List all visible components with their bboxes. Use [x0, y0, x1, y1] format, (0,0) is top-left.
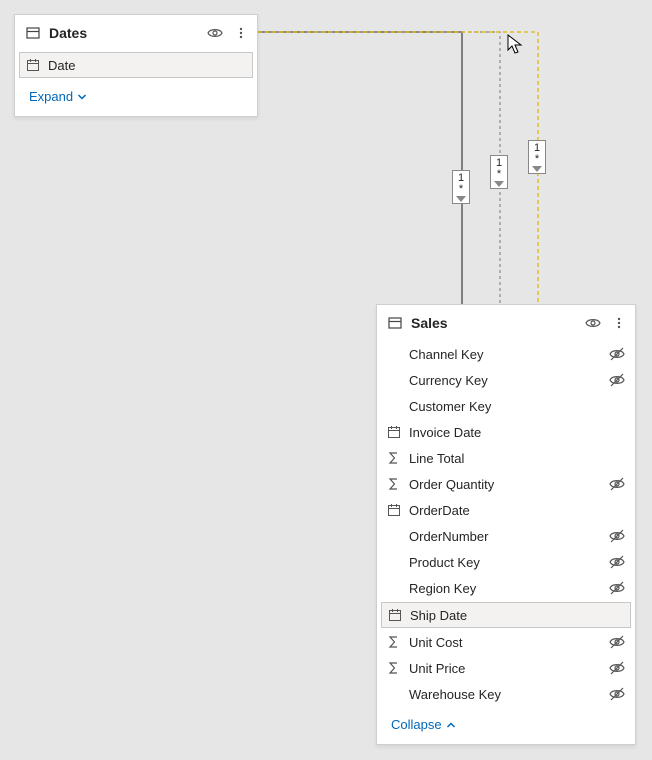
blank-icon — [385, 687, 403, 701]
sales-field-channel-key[interactable]: Channel Key — [377, 341, 635, 367]
hidden-icon[interactable] — [607, 371, 627, 389]
field-label: Line Total — [409, 451, 607, 466]
blank-icon — [385, 399, 403, 413]
sales-field-currency-key[interactable]: Currency Key — [377, 367, 635, 393]
expand-link[interactable]: Expand — [29, 89, 87, 104]
sales-field-warehouse-key[interactable]: Warehouse Key — [377, 681, 635, 707]
field-label: Region Key — [409, 581, 607, 596]
calendar-icon — [386, 608, 404, 622]
sales-field-ordernumber[interactable]: OrderNumber — [377, 523, 635, 549]
arrow-down-icon — [532, 166, 542, 172]
sales-field-invoice-date[interactable]: Invoice Date — [377, 419, 635, 445]
sigma-icon — [385, 451, 403, 465]
calendar-icon — [24, 58, 42, 72]
sigma-icon — [385, 635, 403, 649]
sales-card-header[interactable]: Sales — [377, 305, 635, 341]
hidden-icon[interactable] — [607, 553, 627, 571]
sales-field-orderdate[interactable]: OrderDate — [377, 497, 635, 523]
sales-card-footer: Collapse — [377, 707, 635, 744]
field-label: Ship Date — [410, 608, 606, 623]
dates-card-footer: Expand — [15, 79, 257, 116]
sigma-icon — [385, 661, 403, 675]
field-label: Customer Key — [409, 399, 607, 414]
field-label: Warehouse Key — [409, 687, 607, 702]
dates-table-card[interactable]: Dates Date Expand — [14, 14, 258, 117]
hidden-icon[interactable] — [607, 527, 627, 545]
blank-icon — [385, 529, 403, 543]
field-label: Currency Key — [409, 373, 607, 388]
sales-field-region-key[interactable]: Region Key — [377, 575, 635, 601]
visibility-icon[interactable] — [583, 313, 603, 333]
hidden-icon[interactable] — [607, 659, 627, 677]
cardinality-many: * — [459, 184, 463, 195]
field-label: OrderDate — [409, 503, 607, 518]
sales-field-unit-price[interactable]: Unit Price — [377, 655, 635, 681]
sales-field-unit-cost[interactable]: Unit Cost — [377, 629, 635, 655]
visibility-icon[interactable] — [205, 23, 225, 43]
blank-icon — [385, 373, 403, 387]
chevron-down-icon — [77, 92, 87, 102]
field-label: Invoice Date — [409, 425, 607, 440]
relationship-cardinality[interactable]: 1* — [452, 170, 470, 204]
more-options-icon[interactable] — [609, 313, 629, 333]
arrow-down-icon — [494, 181, 504, 187]
cardinality-many: * — [535, 154, 539, 165]
calendar-icon — [385, 425, 403, 439]
expand-label: Expand — [29, 89, 73, 104]
field-label: Channel Key — [409, 347, 607, 362]
blank-icon — [385, 555, 403, 569]
field-label: Unit Price — [409, 661, 607, 676]
sales-field-order-quantity[interactable]: Order Quantity — [377, 471, 635, 497]
dates-field-date[interactable]: Date — [19, 52, 253, 78]
field-label: Date — [48, 58, 248, 73]
hidden-icon[interactable] — [607, 633, 627, 651]
table-icon — [23, 23, 43, 43]
arrow-down-icon — [456, 196, 466, 202]
sigma-icon — [385, 477, 403, 491]
blank-icon — [385, 347, 403, 361]
collapse-label: Collapse — [391, 717, 442, 732]
cardinality-many: * — [497, 169, 501, 180]
dates-card-header[interactable]: Dates — [15, 15, 257, 51]
sales-field-product-key[interactable]: Product Key — [377, 549, 635, 575]
sales-field-line-total[interactable]: Line Total — [377, 445, 635, 471]
table-icon — [385, 313, 405, 333]
hidden-icon[interactable] — [607, 475, 627, 493]
more-options-icon[interactable] — [231, 23, 251, 43]
calendar-icon — [385, 503, 403, 517]
sales-table-card[interactable]: Sales Channel Key Currency Key Customer Ke… — [376, 304, 636, 745]
field-label: Order Quantity — [409, 477, 607, 492]
sales-field-ship-date[interactable]: Ship Date — [381, 602, 631, 628]
relationship-cardinality[interactable]: 1* — [528, 140, 546, 174]
dates-card-title: Dates — [49, 25, 205, 41]
collapse-link[interactable]: Collapse — [391, 717, 456, 732]
sales-field-customer-key[interactable]: Customer Key — [377, 393, 635, 419]
relationship-cardinality[interactable]: 1* — [490, 155, 508, 189]
hidden-icon[interactable] — [607, 345, 627, 363]
chevron-up-icon — [446, 720, 456, 730]
hidden-icon[interactable] — [607, 579, 627, 597]
mouse-cursor-icon — [507, 34, 525, 56]
sales-card-title: Sales — [411, 315, 583, 331]
field-label: Product Key — [409, 555, 607, 570]
field-label: Unit Cost — [409, 635, 607, 650]
field-label: OrderNumber — [409, 529, 607, 544]
blank-icon — [385, 581, 403, 595]
hidden-icon[interactable] — [607, 685, 627, 703]
